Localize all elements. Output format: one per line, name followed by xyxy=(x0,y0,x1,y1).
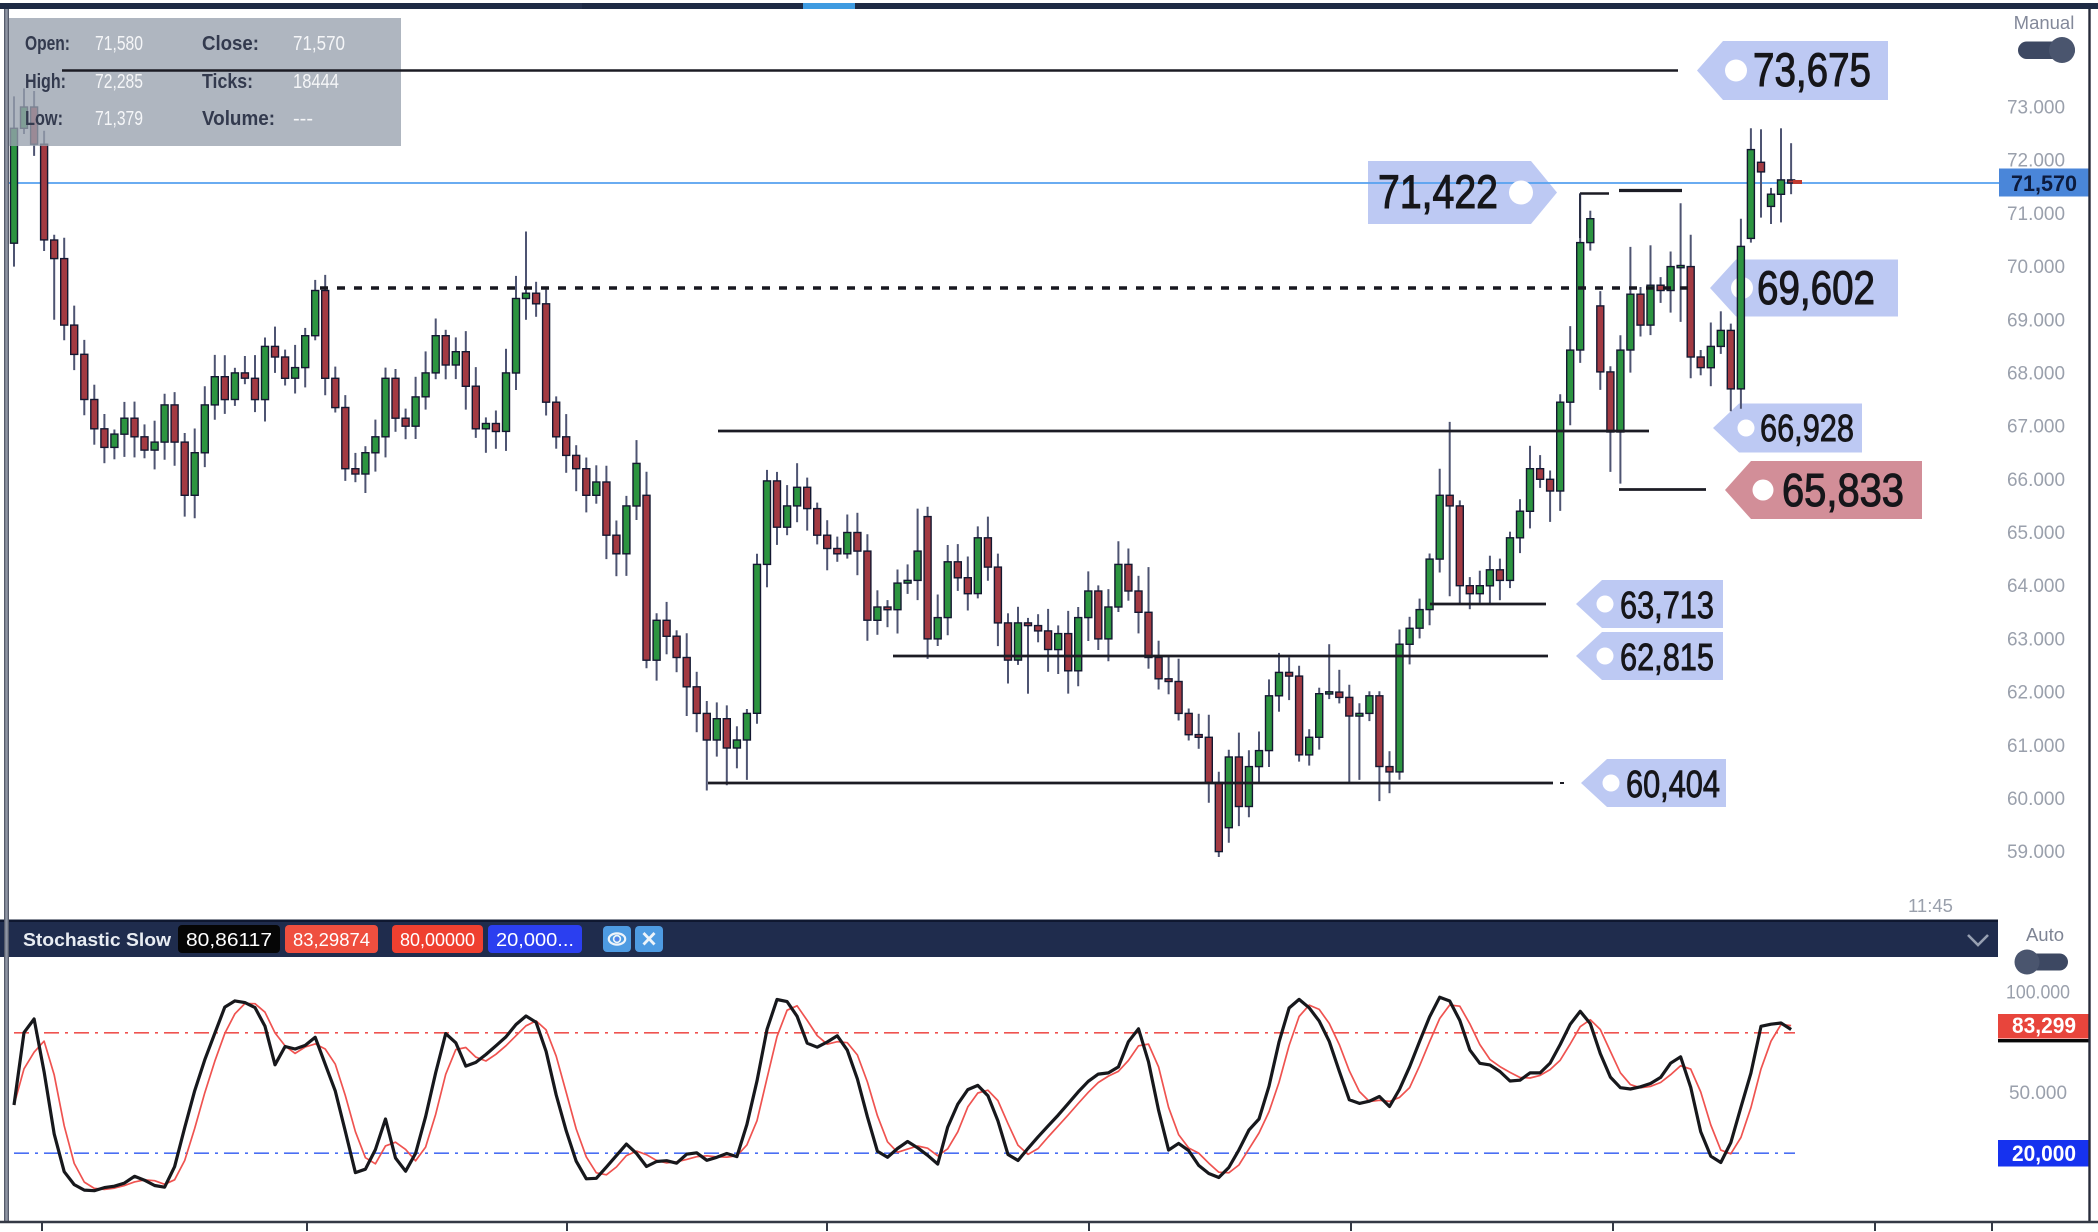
svg-text:73,675: 73,675 xyxy=(1753,43,1871,96)
svg-text:66,928: 66,928 xyxy=(1760,408,1854,450)
svg-text:65,833: 65,833 xyxy=(1782,464,1904,516)
svg-text:68.000: 68.000 xyxy=(2007,362,2065,384)
svg-text:Stochastic Slow: Stochastic Slow xyxy=(23,929,172,950)
svg-text:---: --- xyxy=(293,108,313,130)
svg-text:73.000: 73.000 xyxy=(2007,97,2065,119)
svg-text:Manual: Manual xyxy=(2014,12,2075,33)
svg-text:60.000: 60.000 xyxy=(2007,788,2065,810)
svg-text:71,580: 71,580 xyxy=(95,33,143,55)
svg-text:100.000: 100.000 xyxy=(2006,982,2070,1004)
svg-text:71,379: 71,379 xyxy=(95,108,143,130)
svg-text:83,299: 83,299 xyxy=(2012,1013,2076,1038)
svg-text:20,000...: 20,000... xyxy=(496,930,574,950)
svg-text:61.000: 61.000 xyxy=(2007,735,2065,757)
svg-text:72,285: 72,285 xyxy=(95,71,143,93)
svg-text:83,29874: 83,29874 xyxy=(293,930,370,950)
svg-text:62.000: 62.000 xyxy=(2007,682,2065,704)
svg-text:69,602: 69,602 xyxy=(1757,261,1875,314)
svg-text:64.000: 64.000 xyxy=(2007,575,2065,597)
svg-text:69.000: 69.000 xyxy=(2007,309,2065,331)
svg-text:72.000: 72.000 xyxy=(2007,150,2065,172)
svg-text:Low:: Low: xyxy=(25,108,63,130)
svg-text:50.000: 50.000 xyxy=(2009,1082,2067,1104)
svg-text:Auto: Auto xyxy=(2026,924,2064,945)
svg-text:71,570: 71,570 xyxy=(2011,171,2077,196)
svg-text:High:: High: xyxy=(25,71,66,93)
svg-text:63,713: 63,713 xyxy=(1620,585,1714,627)
svg-text:60,404: 60,404 xyxy=(1626,764,1720,806)
svg-text:67.000: 67.000 xyxy=(2007,416,2065,438)
svg-text:65.000: 65.000 xyxy=(2007,522,2065,544)
svg-text:Open:: Open: xyxy=(25,33,70,55)
svg-text:20,000: 20,000 xyxy=(2012,1141,2076,1166)
svg-text:Close:: Close: xyxy=(202,33,259,55)
svg-text:71,422: 71,422 xyxy=(1378,165,1498,218)
svg-text:80,86117: 80,86117 xyxy=(186,930,272,950)
svg-text:Ticks:: Ticks: xyxy=(202,71,253,93)
svg-text:18444: 18444 xyxy=(293,71,339,93)
svg-text:11:45: 11:45 xyxy=(1908,895,1953,916)
svg-text:59.000: 59.000 xyxy=(2007,841,2065,863)
svg-text:62,815: 62,815 xyxy=(1620,637,1714,679)
svg-text:70.000: 70.000 xyxy=(2007,256,2065,278)
svg-text:71.000: 71.000 xyxy=(2007,203,2065,225)
svg-text:Volume:: Volume: xyxy=(202,108,275,130)
svg-text:71,570: 71,570 xyxy=(293,33,345,55)
svg-text:63.000: 63.000 xyxy=(2007,628,2065,650)
svg-text:80,00000: 80,00000 xyxy=(400,930,475,950)
svg-text:66.000: 66.000 xyxy=(2007,469,2065,491)
